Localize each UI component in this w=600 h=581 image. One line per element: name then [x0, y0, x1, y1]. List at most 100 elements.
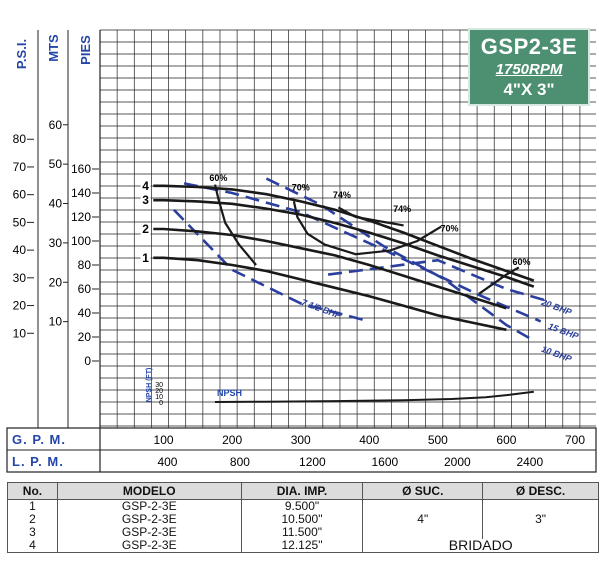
cell-no: 4	[7, 539, 58, 553]
lpm-axis-title: L. P. M.	[12, 454, 64, 469]
curve-label: 3	[142, 193, 149, 207]
curve-label: 2	[142, 222, 149, 236]
x-tick-label-lpm: 1600	[372, 455, 399, 469]
x-tick-label-gpm: 700	[565, 433, 585, 447]
efficiency-label: 60%	[512, 257, 530, 267]
chart-title: GSP2-3E	[480, 34, 578, 59]
psi-axis-title: P.S.I.	[14, 39, 29, 69]
x-tick-label-lpm: 1200	[299, 455, 326, 469]
x-tick-label-gpm: 400	[359, 433, 379, 447]
y-tick-label-mts: 20	[49, 275, 63, 289]
efficiency-curve	[292, 201, 442, 256]
cell-modelo: GSP-2-3E	[56, 526, 242, 539]
header-dia: DIA. IMP.	[240, 482, 364, 500]
curve-label-bg	[140, 179, 151, 192]
x-tick-label-lpm: 2400	[516, 455, 543, 469]
x-tick-label-gpm: 500	[428, 433, 448, 447]
cell-suc: 4"	[362, 499, 484, 539]
cell-no: 1	[7, 499, 58, 513]
table-row: 1 GSP-2-3E 9.500" 4" 3"	[7, 499, 599, 539]
x-tick-label-lpm: 800	[230, 455, 250, 469]
pump-size: 4"X 3"	[503, 80, 555, 99]
cell-dia: 12.125"	[240, 539, 364, 553]
efficiency-label: 74%	[393, 204, 411, 214]
x-tick-label-lpm: 2000	[444, 455, 471, 469]
cell-connection: BRIDADO	[362, 538, 599, 553]
y-tick-label-pies: 160	[71, 162, 91, 176]
y-tick-label-mts: 40	[49, 197, 63, 211]
efficiency-curve	[213, 184, 257, 266]
npsh-tick-label: 10	[155, 394, 163, 401]
y-tick-label-psi: 30	[13, 271, 27, 285]
table-row: 4 GSP-2-3E 12.125" BRIDADO	[7, 538, 599, 553]
y-tick-label-mts: 30	[49, 236, 63, 250]
efficiency-label: 70%	[440, 223, 458, 233]
efficiency-label: 60%	[209, 173, 227, 183]
bhp-curve	[327, 258, 548, 303]
y-tick-label-psi: 80	[13, 132, 27, 146]
bhp-label: 10 BHP	[540, 344, 574, 365]
chart-subtitle: 1750RPM	[495, 61, 563, 78]
cell-modelo: GSP-2-3E	[56, 499, 242, 513]
x-tick-label-gpm: 200	[222, 433, 242, 447]
bhp-curve	[172, 208, 370, 323]
model-title-box: GSP2-3E 1750RPM 4"X 3"	[468, 28, 590, 106]
mts-axis-title: MTS	[46, 34, 61, 62]
head-curve	[153, 256, 507, 332]
curve-label-bg	[140, 194, 151, 207]
y-tick-label-pies: 20	[78, 330, 92, 344]
cell-dia: 11.500"	[240, 526, 364, 539]
npsh-tick-label: 20	[155, 388, 163, 395]
y-tick-label-mts: 10	[49, 315, 63, 329]
curve-label-bg	[140, 223, 151, 235]
y-tick-label-pies: 60	[78, 282, 92, 296]
cell-dia: 9.500"	[240, 499, 364, 513]
y-tick-label-psi: 50	[13, 215, 27, 229]
cell-desc: 3"	[482, 499, 599, 539]
header-no: No.	[7, 482, 58, 500]
head-curve	[153, 184, 535, 282]
header-desc: Ø DESC.	[482, 482, 599, 500]
table-row: 2 GSP-2-3E 10.500"	[7, 513, 599, 526]
head-curve	[153, 227, 507, 310]
header-modelo: MODELO	[56, 482, 242, 500]
bhp-label: 20 BHP	[539, 297, 574, 318]
cell-dia: 10.500"	[240, 513, 364, 526]
x-tick-label-lpm: 400	[157, 455, 177, 469]
efficiency-curve	[478, 266, 520, 295]
cell-no: 3	[7, 526, 58, 539]
y-tick-label-mts: 60	[49, 118, 63, 132]
head-curve	[153, 198, 535, 288]
cell-no: 2	[7, 513, 58, 526]
header-suc: Ø SUC.	[362, 482, 484, 500]
y-tick-label-psi: 60	[13, 188, 27, 202]
y-tick-label-pies: 80	[78, 258, 92, 272]
y-tick-label-pies: 140	[71, 186, 91, 200]
y-tick-label-psi: 10	[13, 326, 27, 340]
x-tick-label-gpm: 600	[496, 433, 516, 447]
x-tick-label-gpm: 300	[291, 433, 311, 447]
efficiency-label: 74%	[333, 190, 351, 200]
y-tick-label-mts: 50	[49, 157, 63, 171]
curve-label: 1	[142, 251, 149, 265]
bhp-label: 15 BHP	[547, 321, 581, 342]
bhp-label: 7 1/2 BHP	[300, 297, 343, 321]
y-tick-label-pies: 120	[71, 210, 91, 224]
x-tick-label-gpm: 100	[154, 433, 174, 447]
table-row: 3 GSP-2-3E 11.500"	[7, 526, 599, 539]
y-tick-label-psi: 40	[13, 243, 27, 257]
models-table: No. MODELO DIA. IMP. Ø SUC. Ø DESC. 1 GS…	[7, 482, 599, 553]
curve-label: 4	[142, 179, 149, 193]
efficiency-label: 70%	[292, 183, 310, 193]
bhp-curve	[183, 182, 542, 323]
npsh-tick-label: 30	[155, 382, 163, 389]
curve-label-bg	[140, 251, 151, 264]
npsh-axis-title: NPSH (FT)	[146, 368, 153, 403]
y-tick-label-pies: 100	[71, 234, 91, 248]
y-tick-label-pies: 40	[78, 306, 92, 320]
y-tick-label-psi: 70	[13, 160, 27, 174]
efficiency-curve	[389, 221, 404, 227]
y-tick-label-pies: 0	[84, 354, 91, 368]
table-header-row: No. MODELO DIA. IMP. Ø SUC. Ø DESC.	[7, 482, 599, 500]
